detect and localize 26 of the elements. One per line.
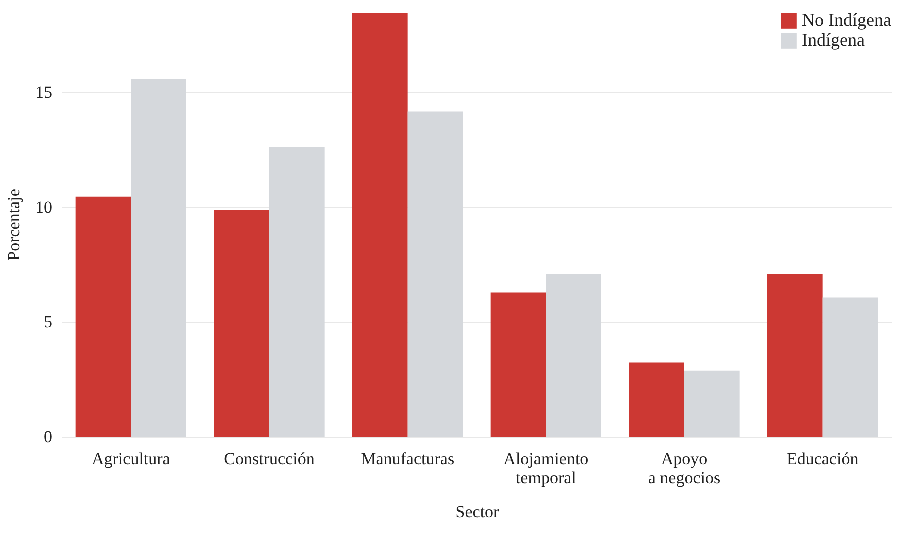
bar bbox=[490, 292, 546, 437]
y-tick-label: 15 bbox=[36, 82, 52, 102]
bar bbox=[684, 370, 740, 437]
legend-label: No Indígena bbox=[802, 10, 892, 30]
bar bbox=[76, 196, 132, 437]
x-tick-label: Agricultura bbox=[92, 450, 171, 468]
bar bbox=[270, 147, 325, 437]
y-axis-title: Porcentaje bbox=[4, 189, 24, 261]
bar bbox=[408, 112, 464, 437]
y-tick-label: 0 bbox=[44, 428, 52, 446]
x-tick-label: Manufacturas bbox=[361, 450, 455, 468]
bar bbox=[131, 79, 186, 437]
x-tick-label: Construcción bbox=[224, 450, 316, 468]
bar bbox=[629, 362, 684, 437]
y-tick-label: 5 bbox=[44, 312, 52, 332]
x-tick-label: Apoyo a negocios bbox=[648, 450, 721, 488]
bar bbox=[822, 298, 878, 437]
y-tick-label: 10 bbox=[36, 198, 52, 217]
x-tick-label: Educación bbox=[786, 450, 860, 468]
bar bbox=[768, 274, 823, 437]
x-axis-title: Sector bbox=[456, 502, 500, 522]
x-tick-label: Alojamiento temporal bbox=[504, 450, 589, 488]
bar bbox=[352, 13, 408, 437]
bar bbox=[214, 210, 270, 437]
bar bbox=[546, 274, 602, 437]
legend-label: Indígena bbox=[802, 30, 865, 50]
